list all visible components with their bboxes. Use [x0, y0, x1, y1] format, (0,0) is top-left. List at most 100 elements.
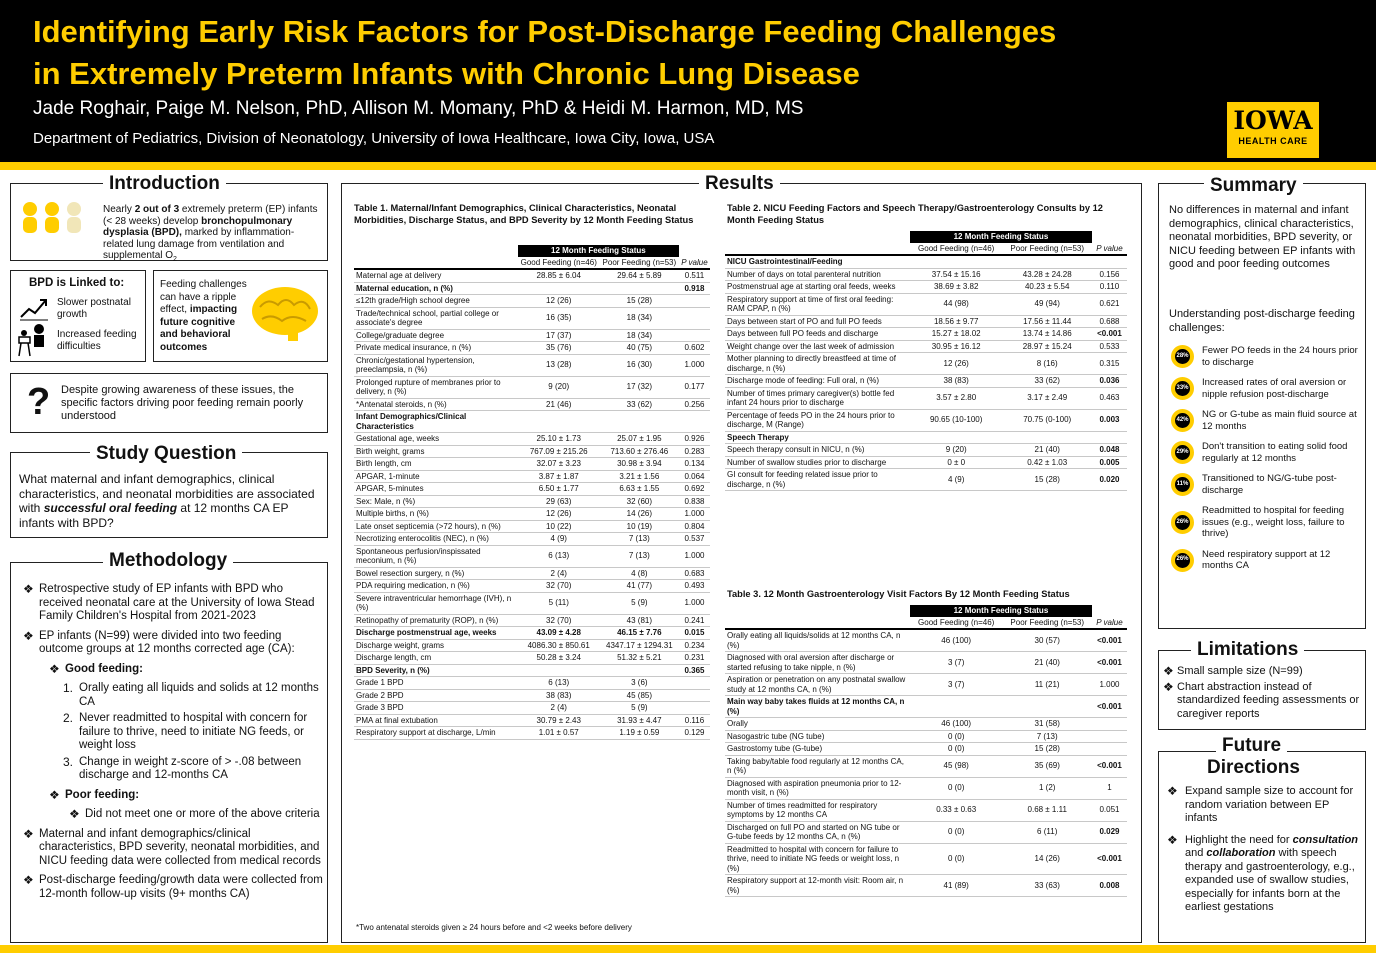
table-row: Respiratory support at 12-month visit: R…: [725, 874, 1127, 897]
row-value: 0.42 ± 1.03: [1002, 456, 1092, 469]
future-item: ❖ Highlight the need for consultation and…: [1167, 832, 1359, 913]
row-value: [599, 410, 679, 433]
row-value: 9 (20): [517, 376, 600, 399]
row-label: Days between full PO feeds and discharge: [725, 327, 910, 341]
row-value: 3.21 ± 1.56: [599, 470, 679, 483]
table-row: Grade 1 BPD 6 (13) 3 (6): [354, 676, 710, 690]
row-value: 0.116: [678, 714, 710, 727]
row-label: Aspiration or penetration on any postnat…: [725, 673, 910, 696]
row-value: 49 (94): [1002, 293, 1092, 316]
row-label: Diagnosed with aspiration pneumonia prio…: [725, 777, 910, 800]
future-title-line2: Directions: [1203, 757, 1304, 779]
row-label: *Antenatal steroids, n (%): [354, 398, 518, 411]
good-criterion: 3. Change in weight z-score of > -.08 bet…: [63, 754, 302, 781]
row-label: BPD Severity, n (%): [354, 664, 518, 677]
table-row: Diagnosed with oral aversion after disch…: [725, 651, 1127, 674]
summary-subheading: Understanding post-discharge feeding cha…: [1169, 308, 1355, 334]
summary-finding-text: Don't transition to eating solid food re…: [1202, 441, 1348, 464]
row-label: Sex: Male, n (%): [354, 495, 518, 508]
table3-caption: Table 3. 12 Month Gastroenterology Visit…: [727, 589, 1070, 599]
row-value: 0.134: [678, 457, 710, 471]
row-value: 0.315: [1091, 352, 1127, 375]
summary-finding-text: NG or G-tube as main fluid source at 12 …: [1202, 409, 1357, 432]
row-label: Late onset septicemia (>72 hours), n (%): [354, 520, 518, 533]
brain-icon: [248, 283, 322, 348]
limitations-list: ❖ Small sample size (N=99) ❖ Chart abstrac…: [1159, 664, 1363, 727]
feeding-difficulties-text: Increased feeding difficulties: [57, 329, 137, 352]
table-row: Retinopathy of prematurity (ROP), n (%) 3…: [354, 614, 710, 627]
summary-finding-text: Readmitted to hospital for feeding issue…: [1202, 505, 1345, 539]
row-value: 7 (13): [599, 545, 679, 568]
results-title: Results: [699, 173, 780, 195]
table-row: Weight change over the last week of admi…: [725, 340, 1127, 353]
row-value: 0.051: [1091, 799, 1127, 822]
table-row: Nasogastric tube (NG tube) 0 (0) 7 (13): [725, 730, 1127, 743]
table-row: Percentage of feeds PO in the 24 hours p…: [725, 409, 1127, 432]
row-label: Main way baby takes fluids at 12 months …: [725, 695, 910, 718]
row-value: 32.07 ± 3.23: [517, 457, 600, 471]
row-value: 46 (100): [909, 717, 1003, 731]
summary-panel: No differences in maternal and infant de…: [1158, 183, 1366, 629]
row-value: 43.09 ± 4.28: [517, 626, 600, 640]
row-label: Grade 3 BPD: [354, 701, 518, 715]
row-value: 0.838: [678, 495, 710, 508]
percent-donut-icon: 26%: [1171, 510, 1194, 534]
row-value: 4 (8): [599, 567, 679, 580]
summary-finding-text: Increased rates of oral aversion or nipp…: [1202, 377, 1347, 400]
row-value: 4086.30 ± 850.61: [517, 639, 600, 652]
feeding-chair-icon: [17, 323, 51, 362]
row-label: Postmenstrual age at starting oral feeds…: [725, 280, 910, 294]
row-value: 14 (26): [1002, 843, 1092, 875]
limitations-panel: ❖ Small sample size (N=99) ❖ Chart abstrac…: [1158, 650, 1366, 730]
row-label: Grade 2 BPD: [354, 689, 518, 702]
row-value: 30.95 ± 16.12: [909, 340, 1003, 353]
table-row: Speech Therapy: [725, 431, 1127, 444]
table-row: Birth weight, grams 767.09 ± 215.26 713.60…: [354, 445, 710, 458]
row-value: 16 (30): [599, 354, 679, 377]
row-value: 3.17 ± 2.49: [1002, 387, 1092, 410]
row-label: Taking baby/table food regularly at 12 m…: [725, 755, 910, 778]
row-value: 6.63 ± 1.55: [599, 482, 679, 496]
department: Department of Pediatrics, Division of Ne…: [33, 130, 715, 147]
row-value: 0.064: [678, 470, 710, 483]
table-row: Severe intraventricular hemorrhage (IVH)…: [354, 592, 710, 615]
row-value: 18.56 ± 9.77: [909, 315, 1003, 328]
row-value: 0 (0): [909, 742, 1003, 756]
row-label: Multiple births, n (%): [354, 507, 518, 521]
row-value: 7 (13): [1002, 730, 1092, 743]
row-value: 9 (20): [909, 443, 1003, 457]
limitation-item: ❖ Chart abstraction instead of standardiz…: [1163, 679, 1360, 720]
row-value: 1.000: [678, 507, 710, 521]
row-label: Spontaneous perfusion/inspissated meconi…: [354, 545, 518, 568]
table-row: Multiple births, n (%) 12 (26) 14 (26) 1.00…: [354, 507, 710, 521]
row-value: 0.533: [1091, 340, 1127, 353]
method-bullet: ❖ Post-discharge feeding/growth data were…: [23, 873, 323, 900]
table-row: Discharged on full PO and started on NG …: [725, 821, 1127, 844]
row-value: 51.32 ± 5.21: [599, 651, 679, 665]
table-row: Gestational age, weeks 25.10 ± 1.73 25.07 …: [354, 432, 710, 446]
row-label: Speech therapy consult in NICU, n (%): [725, 443, 910, 457]
table-column-header: Good Feeding (n=46) Poor Feeding (n=53) P …: [725, 616, 1127, 630]
table-row: PMA at final extubation 30.79 ± 2.43 31.93…: [354, 714, 710, 727]
summary-title: Summary: [1204, 175, 1303, 197]
table1-footnote: *Two antenatal steroids given ≥ 24 hours…: [356, 923, 632, 932]
row-value: [517, 282, 600, 295]
row-value: 0 (0): [909, 730, 1003, 743]
row-label: Necrotizing enterocolitis (NEC), n (%): [354, 532, 518, 546]
row-value: 37.54 ± 15.16: [909, 268, 1003, 281]
row-value: 7 (13): [599, 532, 679, 546]
row-label: Birth length, cm: [354, 457, 518, 471]
column-header-cell: Good Feeding (n=46): [909, 242, 1003, 256]
future-directions-list: ❖ Expand sample size to account for rando…: [1163, 784, 1363, 921]
row-value: 44 (98): [909, 293, 1003, 316]
table-row: Birth length, cm 32.07 ± 3.23 30.98 ± 3.94…: [354, 457, 710, 471]
table-row: Main way baby takes fluids at 12 months …: [725, 695, 1127, 718]
table2: 12 Month Feeding Status Good Feeding (n=4…: [725, 231, 1127, 491]
row-value: 3 (7): [909, 673, 1003, 696]
row-label: Percentage of feeds PO in the 24 hours p…: [725, 409, 910, 432]
table-row: GI consult for feeding related issue pri…: [725, 468, 1127, 491]
table-row: Readmitted to hospital with concern for …: [725, 843, 1127, 875]
row-value: 0 (0): [909, 777, 1003, 800]
row-label: Maternal education, n (%): [354, 282, 518, 295]
column-header-cell: Good Feeding (n=46): [909, 616, 1003, 630]
